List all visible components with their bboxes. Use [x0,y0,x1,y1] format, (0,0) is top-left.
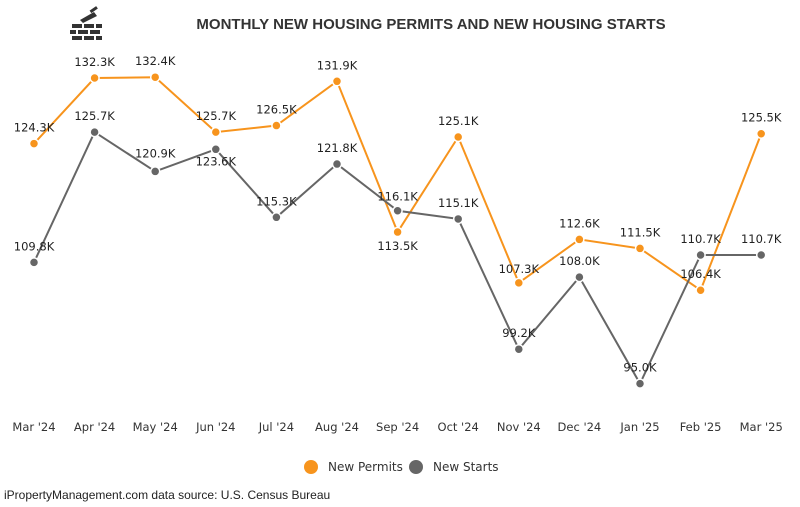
x-tick-label: Dec '24 [558,420,602,434]
data-label: 109.8K [14,239,55,253]
legend-item[interactable]: New Starts [409,460,499,474]
legend-marker [409,460,423,474]
data-label: 106.4K [680,267,721,281]
data-label: 124.3K [14,121,55,135]
data-point [574,271,585,283]
data-label: 125.5K [741,111,782,125]
data-label: 123.6K [196,154,237,168]
data-label: 115.3K [256,194,297,208]
series-new-starts [28,126,767,389]
data-point [634,378,646,389]
data-label: 125.7K [74,109,115,123]
data-point [331,76,343,87]
data-point [755,249,767,261]
x-tick-label: Nov '24 [497,420,541,434]
data-label: 116.1K [377,190,418,204]
data-label: 120.9K [135,146,176,160]
data-label: 95.0K [623,361,657,375]
x-tick-label: Aug '24 [315,420,359,434]
data-labels: 124.3K 132.3K 132.4K 125.7K 126.5K 131.9K 113.… [14,54,782,374]
x-tick-label: May '24 [133,420,178,434]
legend: New Permits New Starts [304,460,499,474]
data-point [28,138,40,149]
data-point [149,166,161,177]
brick-wall-trowel-icon [70,6,102,40]
data-point [513,343,525,355]
x-axis-ticks: Mar '24 Apr '24 May '24 Jun '24 Jul '24 Aug '… [12,420,782,434]
data-point [452,213,464,225]
data-label: 132.4K [135,54,176,68]
data-label: 108.0K [559,254,600,268]
data-point [574,234,585,245]
x-tick-label: Jun '24 [195,420,235,434]
data-label: 125.1K [438,114,479,128]
data-point [695,249,706,261]
data-point [28,257,40,268]
data-label: 112.6K [559,216,600,230]
data-point [392,226,403,238]
data-point [695,284,706,296]
source-note: iPropertyManagement.com data source: U.S… [4,488,331,502]
data-point [331,158,343,170]
series-layer: 124.3K 132.3K 132.4K 125.7K 126.5K 131.9K 113.… [14,54,782,389]
data-label: 111.5K [620,225,661,239]
x-tick-label: Jul '24 [258,420,294,434]
chart-title: MONTHLY NEW HOUSING PERMITS AND NEW HOUS… [196,16,665,33]
data-label: 99.2K [502,326,536,340]
data-point [210,144,222,155]
data-point [89,72,100,84]
data-label: 110.7K [741,232,782,246]
legend-marker [304,460,318,474]
legend-item[interactable]: New Permits [304,460,403,474]
data-point [452,131,464,143]
series-line [33,76,763,292]
data-label: 131.9K [317,58,358,72]
data-point [634,243,646,254]
data-point [210,126,222,138]
x-tick-label: Sep '24 [376,420,419,434]
data-label: 107.3K [499,262,540,276]
data-label: 121.8K [317,141,358,155]
data-label: 132.3K [74,55,115,69]
data-label: 126.5K [256,103,297,117]
data-point [271,212,282,223]
x-tick-label: Mar '24 [12,420,55,434]
x-tick-label: Feb '25 [680,420,722,434]
x-tick-label: Jan '25 [619,420,659,434]
data-point [513,277,525,289]
x-tick-label: Mar '25 [740,420,783,434]
data-label: 125.7K [196,109,237,123]
x-tick-label: Apr '24 [74,420,115,434]
data-point [392,205,403,216]
data-point [755,128,767,139]
data-point [149,71,161,83]
data-point [271,120,282,131]
data-label: 110.7K [680,232,721,246]
data-label: 113.5K [377,239,418,253]
data-point [89,126,100,138]
legend-label: New Starts [433,460,499,474]
series-new-permits [28,71,767,296]
legend-label: New Permits [328,460,403,474]
data-label: 115.1K [438,196,479,210]
x-tick-label: Oct '24 [438,420,479,434]
